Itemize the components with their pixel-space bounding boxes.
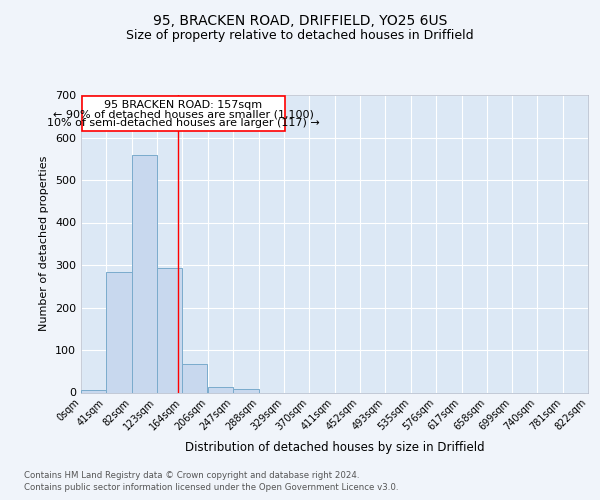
Y-axis label: Number of detached properties: Number of detached properties xyxy=(40,156,49,332)
Bar xyxy=(81,390,106,392)
Bar xyxy=(208,387,233,392)
Text: Contains HM Land Registry data © Crown copyright and database right 2024.: Contains HM Land Registry data © Crown c… xyxy=(24,472,359,480)
Text: 95, BRACKEN ROAD, DRIFFIELD, YO25 6US: 95, BRACKEN ROAD, DRIFFIELD, YO25 6US xyxy=(153,14,447,28)
X-axis label: Distribution of detached houses by size in Driffield: Distribution of detached houses by size … xyxy=(185,440,484,454)
Text: 95 BRACKEN ROAD: 157sqm: 95 BRACKEN ROAD: 157sqm xyxy=(104,100,262,110)
Bar xyxy=(233,388,259,392)
Bar xyxy=(131,154,157,392)
Bar xyxy=(106,272,131,392)
Text: 10% of semi-detached houses are larger (117) →: 10% of semi-detached houses are larger (… xyxy=(47,118,320,128)
Text: Contains public sector information licensed under the Open Government Licence v3: Contains public sector information licen… xyxy=(24,482,398,492)
Bar xyxy=(157,268,182,392)
FancyBboxPatch shape xyxy=(82,96,284,131)
Bar xyxy=(182,364,208,392)
Text: Size of property relative to detached houses in Driffield: Size of property relative to detached ho… xyxy=(126,28,474,42)
Text: ← 90% of detached houses are smaller (1,100): ← 90% of detached houses are smaller (1,… xyxy=(53,109,314,119)
